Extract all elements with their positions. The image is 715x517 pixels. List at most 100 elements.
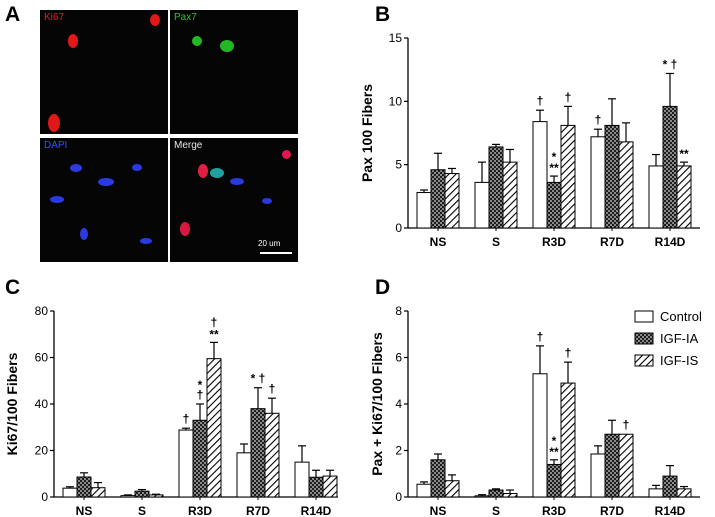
significance-mark-c: ** bbox=[209, 327, 219, 341]
bar-b bbox=[416, 192, 432, 229]
bar-b bbox=[430, 169, 446, 229]
y-tick-label-b: 15 bbox=[389, 31, 403, 45]
significance-mark-b: † bbox=[595, 113, 602, 127]
bar-d bbox=[416, 483, 432, 498]
bar-c bbox=[322, 475, 338, 498]
y-tick-label-d: 4 bbox=[395, 397, 402, 411]
bar-b bbox=[474, 181, 490, 229]
bar-d bbox=[676, 488, 692, 498]
legend-label-igf-ia: IGF-IA bbox=[660, 331, 699, 346]
bar-d bbox=[648, 488, 664, 498]
y-tick-label-d: 2 bbox=[395, 444, 402, 458]
bar-b bbox=[560, 124, 576, 229]
panel-letter-d: D bbox=[375, 276, 391, 299]
bar-d bbox=[590, 453, 606, 498]
x-tick-label-c: R7D bbox=[246, 504, 270, 517]
y-tick-label-c: 0 bbox=[41, 490, 48, 504]
bar-d bbox=[488, 489, 504, 498]
x-tick-label-c: R3D bbox=[188, 504, 212, 517]
x-tick-label-d: R14D bbox=[655, 504, 686, 517]
bar-b bbox=[676, 165, 692, 229]
y-tick-label-b: 0 bbox=[395, 221, 402, 235]
x-tick-label-b: R7D bbox=[600, 235, 624, 249]
significance-mark-d: † bbox=[623, 418, 630, 432]
bar-b bbox=[488, 146, 504, 229]
nucleus-merge-3 bbox=[282, 150, 291, 159]
bar-c bbox=[120, 495, 136, 498]
bar-d bbox=[474, 495, 490, 498]
significance-mark-b: † bbox=[565, 90, 572, 104]
nucleus-pax7-2 bbox=[220, 40, 234, 52]
nucleus-merge-6 bbox=[262, 198, 272, 204]
nucleus-dapi-6 bbox=[140, 238, 152, 244]
bar-d bbox=[618, 433, 634, 498]
bar-c bbox=[148, 494, 164, 498]
significance-mark-c: * bbox=[198, 378, 203, 392]
nucleus-dapi-1 bbox=[70, 164, 82, 172]
panel-letter-c: C bbox=[5, 276, 21, 299]
x-tick-label-c: NS bbox=[76, 504, 93, 517]
scale-bar-label: 20 um bbox=[258, 239, 281, 248]
legend-label-igf-is: IGF-IS bbox=[660, 353, 699, 368]
nucleus-dapi-3 bbox=[50, 196, 64, 203]
bar-d bbox=[560, 382, 576, 498]
bar-d bbox=[430, 459, 446, 498]
y-tick-label-d: 8 bbox=[395, 304, 402, 318]
bar-c bbox=[250, 408, 266, 498]
x-tick-label-d: R3D bbox=[542, 504, 566, 517]
y-tick-label-b: 5 bbox=[395, 158, 402, 172]
bar-d bbox=[662, 475, 678, 498]
micrograph-pax7-tile: Pax7 bbox=[170, 10, 298, 134]
significance-mark-d: † bbox=[565, 346, 572, 360]
nucleus-merge-1 bbox=[198, 164, 208, 178]
tile-label-ki67: Ki67 bbox=[44, 12, 65, 23]
bar-b bbox=[546, 181, 562, 229]
y-tick-label-c: 80 bbox=[35, 304, 49, 318]
nucleus-merge-5 bbox=[230, 178, 244, 185]
significance-mark-b: † bbox=[537, 94, 544, 108]
significance-mark-d: * bbox=[552, 434, 557, 448]
bar-b bbox=[618, 141, 634, 229]
bar-c bbox=[206, 358, 222, 498]
scale-bar bbox=[260, 252, 292, 254]
bar-c bbox=[192, 419, 208, 498]
bar-d bbox=[444, 480, 460, 498]
panel-letter-a: A bbox=[5, 3, 21, 26]
bar-d bbox=[546, 463, 562, 498]
significance-mark-c: * † bbox=[251, 372, 266, 386]
tile-label-dapi: DAPI bbox=[44, 140, 68, 151]
bar-b bbox=[532, 121, 548, 229]
bar-c bbox=[264, 412, 280, 498]
micrograph-merge-tile: Merge 20 um bbox=[170, 138, 298, 262]
x-tick-label-d: NS bbox=[430, 504, 447, 517]
bar-d bbox=[604, 433, 620, 498]
x-tick-label-b: S bbox=[492, 235, 500, 249]
panel-letter-b: B bbox=[375, 3, 391, 26]
legend-label-control: Control bbox=[660, 309, 702, 324]
y-tick-label-c: 40 bbox=[35, 397, 49, 411]
nucleus-dapi-5 bbox=[80, 228, 88, 240]
bar-c bbox=[308, 476, 324, 498]
y-tick-label-b: 10 bbox=[389, 94, 403, 108]
legend-swatch-igf-ia bbox=[634, 332, 654, 345]
significance-mark-c: † bbox=[197, 388, 204, 402]
significance-mark-d: † bbox=[537, 330, 544, 344]
bar-d bbox=[502, 493, 518, 498]
nucleus-ki67-3 bbox=[48, 114, 60, 132]
bar-c bbox=[294, 461, 310, 498]
bar-c bbox=[90, 487, 106, 498]
x-tick-label-b: NS bbox=[430, 235, 447, 249]
bar-c bbox=[236, 452, 252, 498]
y-axis-label-c: Ki67/100 Fibers bbox=[4, 352, 20, 455]
bar-c bbox=[76, 476, 92, 498]
nucleus-pax7-1 bbox=[192, 36, 202, 46]
significance-mark-b: * bbox=[552, 150, 557, 164]
micrograph-ki67-tile: Ki67 bbox=[40, 10, 168, 134]
x-tick-label-c: S bbox=[138, 504, 146, 517]
significance-mark-b: ** bbox=[549, 161, 559, 175]
x-tick-label-d: S bbox=[492, 504, 500, 517]
legend-swatch-igf-is bbox=[634, 354, 654, 367]
micrograph-dapi-tile: DAPI bbox=[40, 138, 168, 262]
significance-mark-c: † bbox=[183, 412, 190, 426]
